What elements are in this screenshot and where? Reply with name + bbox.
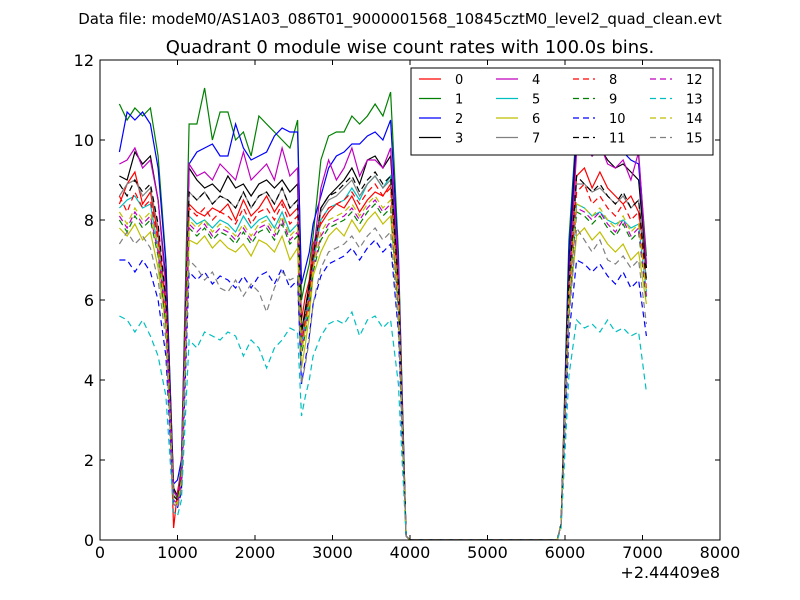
series-line-1 bbox=[118, 87, 647, 540]
x-tick-label-6000: 6000 bbox=[545, 543, 586, 562]
x-tick-label-8000: 8000 bbox=[700, 543, 741, 562]
y-tick-label-2: 2 bbox=[84, 451, 94, 470]
x-tick-label-7000: 7000 bbox=[622, 543, 663, 562]
y-tick-label-8: 8 bbox=[84, 211, 94, 230]
series-line-8 bbox=[118, 182, 647, 540]
legend-label-8: 8 bbox=[609, 73, 617, 88]
legend-label-13: 13 bbox=[686, 93, 703, 108]
legend-label-1: 1 bbox=[455, 93, 463, 108]
chart-title: Quadrant 0 module wise count rates with … bbox=[166, 37, 655, 58]
legend-label-15: 15 bbox=[686, 132, 703, 147]
x-axis-offset-label: +2.44409e8 bbox=[620, 563, 720, 582]
x-tick-label-4000: 4000 bbox=[390, 543, 431, 562]
y-tick-label-12: 12 bbox=[74, 51, 94, 70]
legend-label-11: 11 bbox=[609, 132, 626, 147]
x-tick-label-5000: 5000 bbox=[467, 543, 508, 562]
legend-label-6: 6 bbox=[532, 112, 540, 127]
series-line-11 bbox=[118, 171, 647, 540]
y-tick-label-10: 10 bbox=[74, 131, 94, 150]
plot-area: 0 1000 2000 3000 4000 5000 6000 7000 80000246810… bbox=[74, 51, 741, 562]
series-line-14 bbox=[118, 195, 647, 540]
x-tick-label-0: 0 bbox=[95, 543, 105, 562]
legend-label-5: 5 bbox=[532, 93, 540, 108]
series-line-13 bbox=[119, 310, 647, 540]
legend-label-9: 9 bbox=[609, 93, 617, 108]
y-tick-label-6: 6 bbox=[84, 291, 94, 310]
y-tick-label-4: 4 bbox=[84, 371, 94, 390]
legend-frame bbox=[410, 67, 714, 156]
series-line-15 bbox=[118, 226, 647, 540]
x-tick-label-1000: 1000 bbox=[157, 543, 198, 562]
legend-label-14: 14 bbox=[686, 112, 703, 127]
y-tick-label-0: 0 bbox=[84, 531, 94, 550]
x-tick-label-3000: 3000 bbox=[312, 543, 353, 562]
series-line-10 bbox=[119, 239, 647, 540]
legend-label-4: 4 bbox=[532, 73, 540, 88]
legend-label-12: 12 bbox=[686, 73, 703, 88]
legend-label-10: 10 bbox=[609, 112, 626, 127]
chart-suptitle: Data file: modeM0/AS1A03_086T01_90000015… bbox=[78, 10, 722, 29]
legend-label-7: 7 bbox=[532, 132, 540, 147]
x-tick-label-2000: 2000 bbox=[235, 543, 276, 562]
legend-label-2: 2 bbox=[455, 112, 463, 127]
legend-label-0: 0 bbox=[455, 73, 463, 88]
series-lines bbox=[118, 87, 647, 540]
legend-label-3: 3 bbox=[455, 132, 463, 147]
